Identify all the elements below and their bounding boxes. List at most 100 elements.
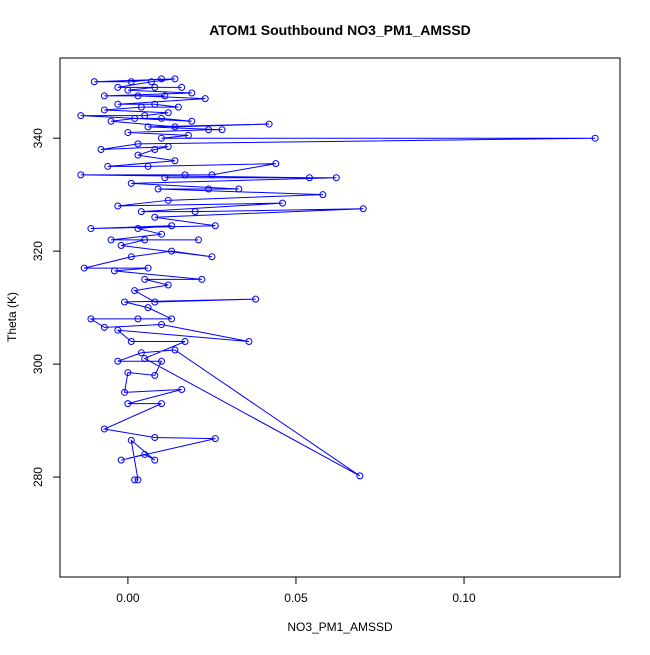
data-point <box>194 236 202 244</box>
data-point <box>235 185 243 193</box>
data-point <box>127 436 135 444</box>
data-point <box>127 78 135 86</box>
data-point <box>104 162 112 170</box>
data-point <box>110 267 118 275</box>
data-point <box>117 456 125 464</box>
data-point <box>158 400 166 408</box>
data-point <box>305 174 313 182</box>
data-point <box>205 126 213 134</box>
data-point <box>121 298 129 306</box>
data-point <box>158 321 166 329</box>
data-point <box>80 264 88 272</box>
data-line <box>80 78 596 481</box>
data-point <box>107 236 115 244</box>
x-tick-label: 0.10 <box>452 591 476 605</box>
data-point <box>198 275 206 283</box>
data-point <box>144 304 152 312</box>
data-point <box>184 131 192 139</box>
data-point <box>154 185 162 193</box>
y-tick-label: 340 <box>31 128 45 148</box>
data-point <box>208 253 216 261</box>
data-point <box>211 222 219 230</box>
data-point <box>141 112 149 120</box>
plot-frame <box>59 57 621 578</box>
data-point <box>114 326 122 334</box>
chart-title: ATOM1 Southbound NO3_PM1_AMSSD <box>209 22 471 38</box>
data-point <box>87 315 95 323</box>
x-tick-label: 0.05 <box>284 591 308 605</box>
data-point <box>121 388 129 396</box>
y-tick-label: 320 <box>31 241 45 261</box>
data-point <box>279 199 287 207</box>
data-point <box>356 472 364 480</box>
data-point <box>164 281 172 289</box>
y-tick-label: 280 <box>31 467 45 487</box>
data-point <box>171 123 179 131</box>
data-point <box>131 287 139 295</box>
data-point <box>158 230 166 238</box>
data-point <box>171 346 179 354</box>
data-point <box>90 78 98 86</box>
data-point <box>151 434 159 442</box>
data-point <box>151 145 159 153</box>
data-point <box>181 171 189 179</box>
data-point <box>107 117 115 125</box>
data-point <box>201 95 209 103</box>
data-point <box>100 425 108 433</box>
data-point <box>188 117 196 125</box>
data-point <box>127 253 135 261</box>
data-point <box>161 174 169 182</box>
data-point <box>77 112 85 120</box>
y-tick-label: 300 <box>31 354 45 374</box>
data-point <box>127 338 135 346</box>
data-point <box>100 106 108 114</box>
data-point <box>181 338 189 346</box>
data-point <box>188 89 196 97</box>
data-point <box>151 298 159 306</box>
data-point <box>161 92 169 100</box>
data-point <box>137 208 145 216</box>
data-point <box>158 357 166 365</box>
data-point <box>164 109 172 117</box>
data-point <box>134 151 142 159</box>
data-point <box>100 92 108 100</box>
y-axis-label: Theta (K) <box>5 292 19 342</box>
data-point <box>164 196 172 204</box>
data-point <box>124 86 132 94</box>
data-point <box>319 191 327 199</box>
data-point <box>151 100 159 108</box>
data-point <box>174 103 182 111</box>
data-point <box>359 205 367 213</box>
data-point <box>151 456 159 464</box>
data-point <box>124 129 132 137</box>
data-point <box>141 450 149 458</box>
data-point <box>114 202 122 210</box>
data-point <box>144 123 152 131</box>
data-point <box>208 171 216 179</box>
data-point <box>114 83 122 91</box>
data-point <box>158 75 166 83</box>
x-axis-label: NO3_PM1_AMSSD <box>287 620 393 634</box>
data-point <box>100 323 108 331</box>
data-point <box>151 83 159 91</box>
data-point <box>134 92 142 100</box>
data-point <box>137 103 145 111</box>
data-point <box>168 222 176 230</box>
data-point <box>134 476 142 484</box>
data-point <box>141 275 149 283</box>
data-point <box>114 357 122 365</box>
data-point <box>171 157 179 165</box>
data-point <box>117 241 125 249</box>
data-point <box>131 476 139 484</box>
data-point <box>164 143 172 151</box>
data-point <box>137 349 145 357</box>
data-point <box>171 75 179 83</box>
data-point <box>272 160 280 168</box>
data-point <box>144 264 152 272</box>
data-point <box>141 236 149 244</box>
data-point <box>151 213 159 221</box>
data-point <box>87 225 95 233</box>
data-point <box>114 100 122 108</box>
